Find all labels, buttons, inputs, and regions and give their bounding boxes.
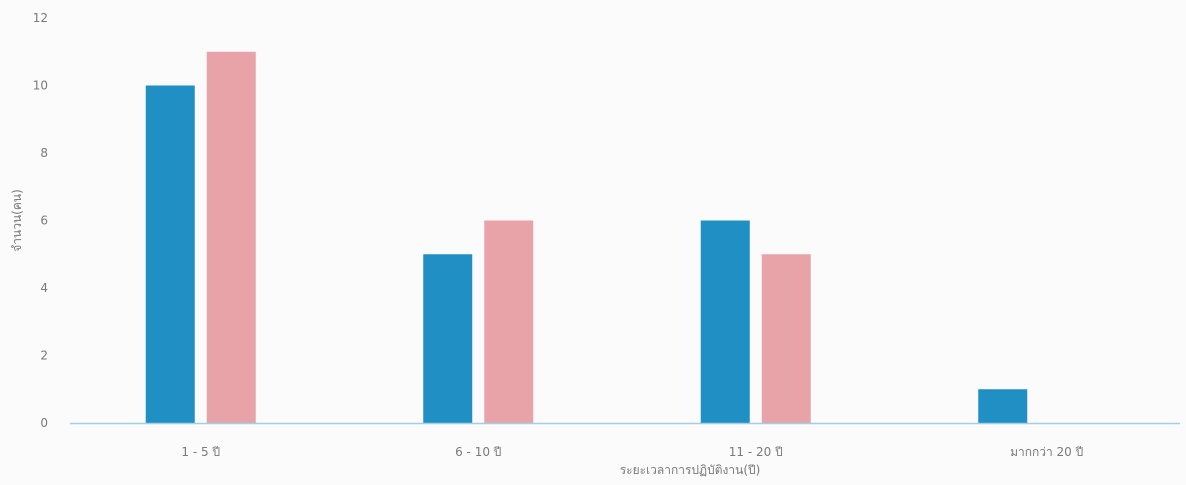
x-tick-label: 11 - 20 ปี xyxy=(729,445,783,459)
y-tick-label: 8 xyxy=(40,146,48,160)
bar xyxy=(145,85,195,423)
bar xyxy=(484,220,534,423)
y-tick-label: 10 xyxy=(33,79,48,93)
bar xyxy=(206,51,256,423)
y-tick-label: 6 xyxy=(40,214,48,228)
bar xyxy=(700,220,750,423)
bar xyxy=(761,254,811,423)
x-axis-ticks: 1 - 5 ปี 6 - 10 ปี 11 - 20 ปี มากกว่า 20 ปี xyxy=(181,445,1083,459)
y-axis-label: จำนวน(คน) xyxy=(10,189,24,252)
y-axis-ticks: 0 2 4 6 8 10 12 xyxy=(33,11,48,430)
y-tick-label: 12 xyxy=(33,11,48,25)
bar xyxy=(423,254,473,423)
x-axis-label: ระยะเวลาการปฏิบัติงาน(ปี) xyxy=(620,463,761,477)
y-tick-label: 4 xyxy=(40,281,48,295)
x-tick-label: 6 - 10 ปี xyxy=(455,445,501,459)
y-tick-label: 0 xyxy=(40,416,48,430)
bar xyxy=(978,389,1028,423)
y-tick-label: 2 xyxy=(40,349,48,363)
x-tick-label: 1 - 5 ปี xyxy=(181,445,220,459)
x-tick-label: มากกว่า 20 ปี xyxy=(1010,445,1083,459)
bars xyxy=(145,51,1028,423)
